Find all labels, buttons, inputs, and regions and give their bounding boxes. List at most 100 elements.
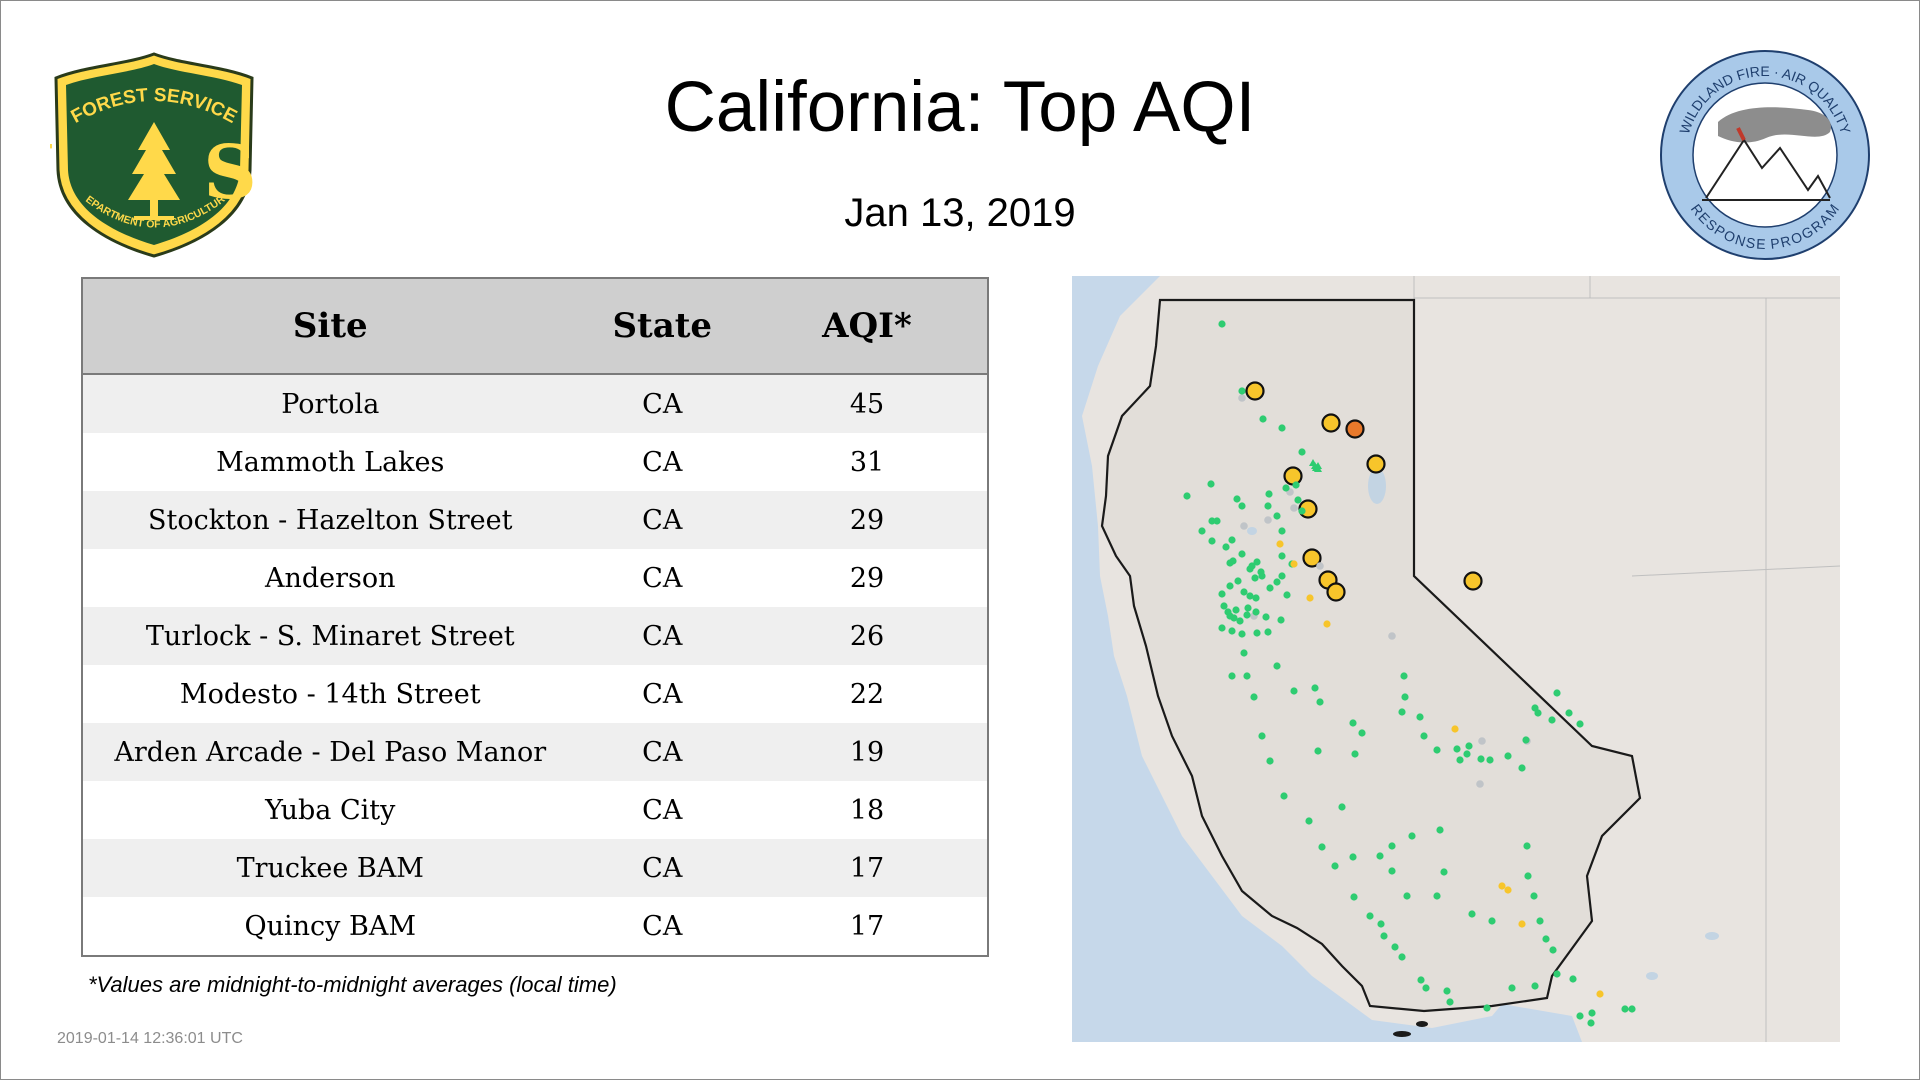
good-dot	[1244, 604, 1252, 612]
good-dot	[1391, 943, 1399, 951]
good-dot	[1401, 693, 1409, 701]
moderate-dot	[1498, 882, 1506, 890]
good-dot	[1257, 568, 1265, 576]
good-dot	[1253, 629, 1261, 637]
good-dot	[1218, 320, 1226, 328]
good-dot	[1483, 1004, 1491, 1012]
cell-state: CA	[577, 374, 748, 433]
good-dot	[1246, 565, 1254, 573]
good-dot	[1298, 448, 1306, 456]
moderate-marker	[1463, 571, 1483, 591]
good-dot	[1534, 709, 1542, 717]
good-dot	[1264, 628, 1272, 636]
good-dot	[1230, 614, 1238, 622]
good-dot	[1508, 984, 1516, 992]
table-header-row: Site State AQI*	[82, 278, 988, 375]
good-dot	[1588, 1009, 1596, 1017]
good-dot	[1314, 747, 1322, 755]
no-data-dot	[1238, 394, 1246, 402]
table-row: Stockton - Hazelton Street CA 29	[82, 491, 988, 549]
good-dot	[1252, 608, 1260, 616]
good-dot	[1436, 826, 1444, 834]
good-dot	[1278, 424, 1286, 432]
good-dot	[1553, 689, 1561, 697]
good-dot	[1565, 709, 1573, 717]
cell-site: Quincy BAM	[82, 897, 578, 956]
good-dot	[1253, 558, 1261, 566]
good-dot	[1292, 481, 1300, 489]
good-dot	[1358, 729, 1366, 737]
moderate-marker	[1326, 582, 1346, 602]
table-row: Anderson CA 29	[82, 549, 988, 607]
cell-state: CA	[577, 723, 748, 781]
moderate-dot	[1504, 886, 1512, 894]
moderate-marker	[1283, 466, 1303, 486]
good-dot	[1278, 527, 1286, 535]
forest-service-shield-icon: FOREST SERVICE DEPARTMENT OF AGRICULTURE…	[50, 50, 257, 258]
cell-state: CA	[577, 897, 748, 956]
table-row: Yuba City CA 18	[82, 781, 988, 839]
channel-islands	[1393, 1021, 1428, 1037]
moderate-dot	[1290, 560, 1298, 568]
good-dot	[1377, 920, 1385, 928]
good-dot	[1504, 752, 1512, 760]
good-dot	[1222, 543, 1230, 551]
good-dot	[1366, 912, 1374, 920]
moderate-marker	[1302, 548, 1322, 568]
good-dot	[1318, 843, 1326, 851]
good-dot	[1433, 746, 1441, 754]
good-dot	[1233, 495, 1241, 503]
report-date: Jan 13, 2019	[844, 191, 1076, 235]
good-dot	[1542, 935, 1550, 943]
good-dot	[1238, 550, 1246, 558]
pine-tree-icon	[128, 122, 180, 220]
cell-site: Anderson	[82, 549, 578, 607]
good-dot	[1349, 853, 1357, 861]
cell-state: CA	[577, 665, 748, 723]
good-dot	[1587, 1019, 1595, 1027]
good-dot	[1283, 591, 1291, 599]
good-dot	[1443, 987, 1451, 995]
good-dot	[1198, 527, 1206, 535]
good-dot	[1380, 932, 1388, 940]
good-dot	[1408, 832, 1416, 840]
table-row: Turlock - S. Minaret Street CA 26	[82, 607, 988, 665]
good-dot	[1252, 594, 1260, 602]
good-dot	[1228, 627, 1236, 635]
good-marker	[1311, 462, 1319, 469]
cell-site: Mammoth Lakes	[82, 433, 578, 491]
good-dot	[1228, 672, 1236, 680]
cell-aqi: 17	[747, 897, 988, 956]
cell-site: Yuba City	[82, 781, 578, 839]
good-dot	[1246, 592, 1254, 600]
good-dot	[1259, 415, 1267, 423]
good-dot	[1440, 868, 1448, 876]
good-dot	[1280, 792, 1288, 800]
good-dot	[1417, 976, 1425, 984]
small-monitor-dots	[1183, 320, 1636, 1027]
good-dot	[1621, 1005, 1629, 1013]
good-dot	[1273, 512, 1281, 520]
moderate-dot	[1276, 540, 1284, 548]
no-data-dot	[1476, 780, 1484, 788]
cell-state: CA	[577, 491, 748, 549]
moderate-marker	[1366, 454, 1386, 474]
cell-site: Modesto - 14th Street	[82, 665, 578, 723]
table-row: Mammoth Lakes CA 31	[82, 433, 988, 491]
column-header-site: Site	[82, 278, 578, 375]
cell-site: Portola	[82, 374, 578, 433]
good-dot	[1331, 862, 1339, 870]
generated-timestamp: 2019-01-14 12:36:01 UTC	[57, 1030, 243, 1047]
monitor-map	[1072, 276, 1840, 1042]
good-dot	[1376, 852, 1384, 860]
good-dot	[1273, 662, 1281, 670]
column-header-aqi: AQI*	[747, 278, 988, 375]
good-dot	[1316, 698, 1324, 706]
good-dot	[1398, 953, 1406, 961]
good-dot	[1220, 602, 1228, 610]
footnote: *Values are midnight-to-midnight average…	[88, 972, 617, 997]
good-dot	[1250, 693, 1258, 701]
table-row: Modesto - 14th Street CA 22	[82, 665, 988, 723]
good-dot	[1265, 490, 1273, 498]
good-dot	[1349, 719, 1357, 727]
